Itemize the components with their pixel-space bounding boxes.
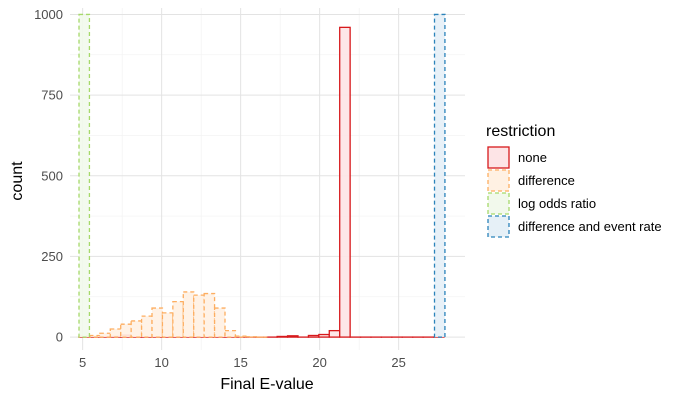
legend-label: difference	[518, 173, 575, 188]
legend-key	[487, 215, 510, 238]
histogram-bar	[286, 335, 299, 338]
series-log-odds-ratio	[78, 13, 91, 338]
y-tick-label: 250	[41, 249, 63, 264]
histogram-bar	[276, 335, 289, 338]
legend-key	[487, 169, 510, 192]
x-tick-label: 20	[312, 355, 326, 370]
legend-item: difference	[487, 169, 575, 192]
grid-lines	[70, 8, 465, 350]
legend-item: none	[487, 146, 547, 169]
x-tick-label: 25	[391, 355, 405, 370]
x-tick-label: 5	[79, 355, 86, 370]
y-axis-title: count	[9, 161, 26, 201]
legend-label: log odds ratio	[518, 196, 596, 211]
histogram-bar	[88, 334, 101, 338]
histogram-bar	[78, 13, 91, 338]
histogram-bar	[433, 13, 446, 338]
histogram-bar	[213, 307, 226, 338]
legend-item: difference and event rate	[487, 215, 662, 238]
series-difference	[78, 291, 268, 338]
y-tick-label: 500	[41, 168, 63, 183]
histogram-bar	[307, 334, 320, 338]
histogram-bar	[140, 315, 153, 338]
histogram-bar	[224, 329, 237, 338]
histogram-bar	[172, 300, 184, 338]
y-tick-label: 750	[41, 88, 63, 103]
legend-item: log odds ratio	[487, 192, 596, 215]
histogram-bar	[182, 291, 195, 338]
y-tick-label: 0	[56, 330, 63, 345]
histogram-bar	[234, 335, 247, 338]
x-tick-label: 15	[233, 355, 247, 370]
histogram-bar	[120, 323, 132, 338]
histogram-bar	[151, 307, 164, 338]
histogram-bar	[109, 328, 122, 338]
legend-items: none difference log odds ratio difference a…	[487, 146, 662, 238]
series-none	[78, 26, 445, 338]
legend-key	[487, 146, 510, 169]
histogram-bars	[78, 13, 446, 338]
y-tick-label: 1000	[34, 7, 63, 22]
histogram-bar	[203, 292, 216, 338]
legend-key	[487, 192, 510, 215]
series-difference-and-event-rate	[433, 13, 446, 338]
legend-title: restriction	[486, 123, 555, 140]
x-tick-label: 10	[154, 355, 168, 370]
legend: restriction none difference log odds ratio…	[486, 123, 662, 238]
histogram-bar	[318, 333, 330, 338]
histogram-bar	[161, 312, 174, 338]
legend-label: none	[518, 150, 547, 165]
histogram-bar	[193, 294, 205, 338]
x-axis-title: Final E-value	[220, 376, 313, 393]
histogram-bar	[99, 332, 111, 338]
histogram-bar	[339, 26, 351, 338]
histogram-bar	[328, 329, 341, 338]
histogram-bar	[130, 320, 143, 338]
legend-label: difference and event rate	[518, 219, 662, 234]
